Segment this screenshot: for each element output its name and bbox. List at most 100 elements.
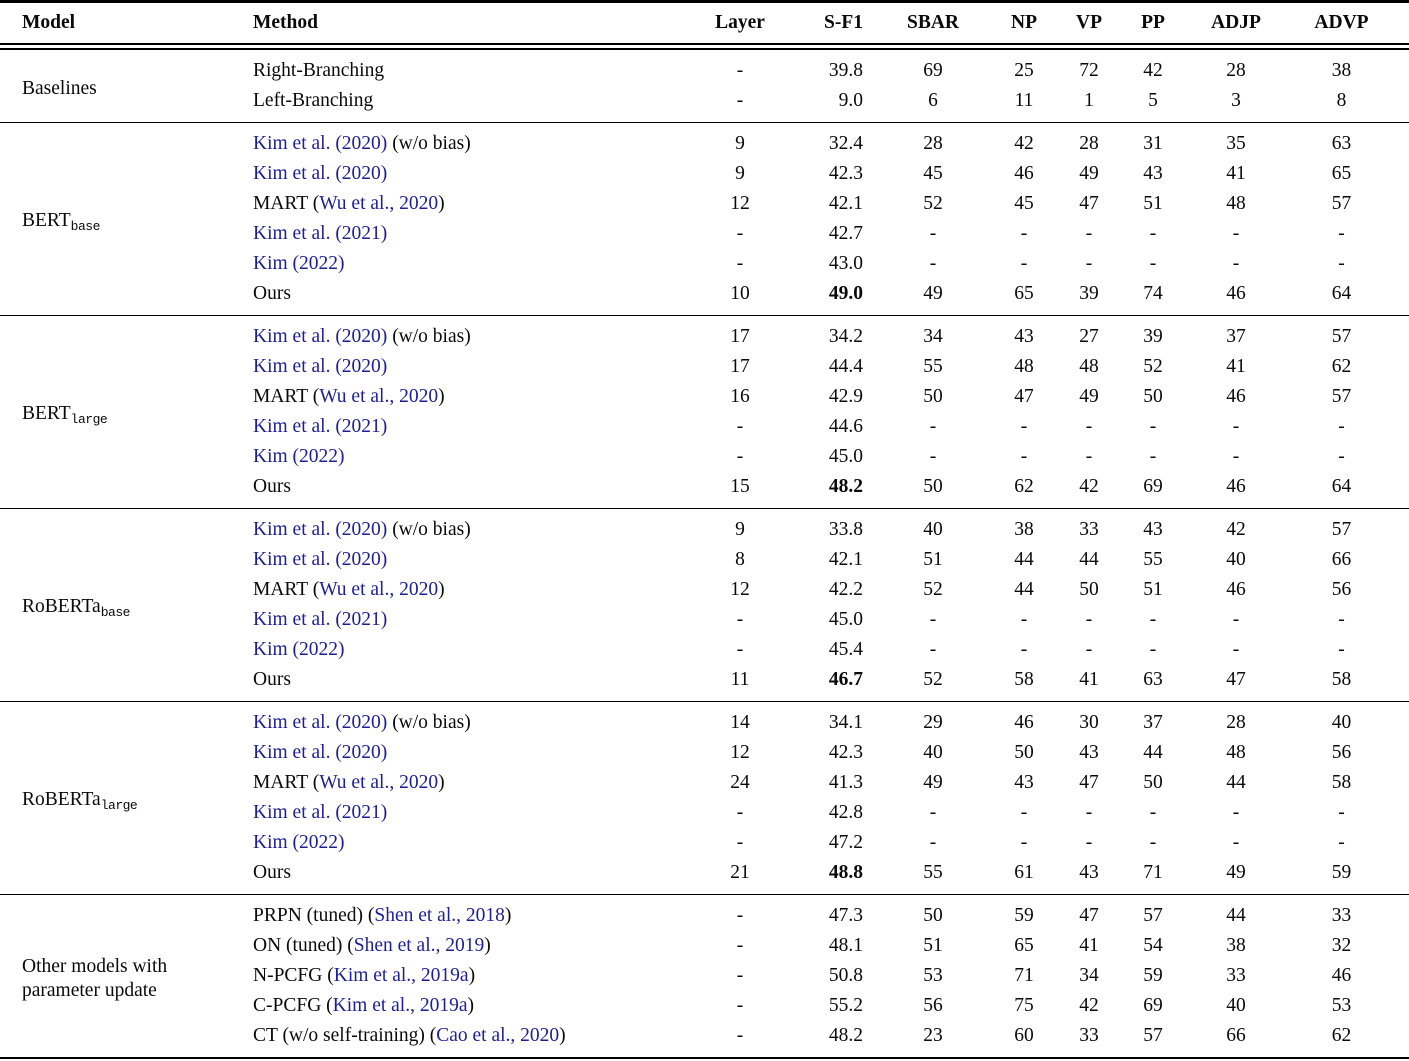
cell-vp: 49	[1079, 385, 1099, 407]
cell-np: 47	[1014, 385, 1034, 407]
cell-adjp: 40	[1226, 548, 1246, 570]
cell-s-f1: 41.3	[828, 771, 863, 793]
cell-np: -	[1020, 801, 1028, 823]
cell-layer: 17	[730, 355, 750, 377]
citation-link[interactable]: Cao et al., 2020	[436, 1024, 560, 1046]
cell-np: -	[1020, 415, 1028, 437]
table-row: BERTlarge Kim et al. (2020) (w/o bias) 17 3…	[0, 316, 1409, 427]
cell-pp: -	[1149, 608, 1157, 630]
citation-link[interactable]: Wu et al., 2020	[319, 771, 439, 793]
cell-advp: -	[1338, 222, 1345, 244]
citation-link[interactable]: Kim et al., 2019a	[332, 994, 468, 1016]
table-section: RoBERTabase Kim et al. (2020) (w/o bias) 9…	[0, 508, 1409, 702]
cell-advp: 40	[1331, 711, 1352, 733]
cell-adjp: 47	[1226, 668, 1246, 690]
method-label: Ours	[241, 858, 700, 895]
citation-link[interactable]: Kim (2022)	[253, 252, 345, 274]
citation-link[interactable]: Kim (2022)	[253, 445, 345, 467]
cell-vp: -	[1085, 222, 1093, 244]
cell-np: 71	[1014, 964, 1034, 986]
cell-sbar: -	[929, 801, 937, 823]
citation-link[interactable]: Kim et al. (2020)	[253, 711, 388, 733]
cell-s-f1: 43.0	[828, 252, 863, 274]
cell-advp: 56	[1331, 741, 1352, 763]
cell-np: 43	[1014, 771, 1034, 793]
column-header-np: NP	[1011, 11, 1037, 33]
citation-link[interactable]: Kim et al. (2021)	[253, 608, 388, 630]
cell-pp: -	[1149, 445, 1157, 467]
cell-s-f1: 42.3	[828, 162, 863, 184]
citation-link[interactable]: Kim et al. (2021)	[253, 222, 388, 244]
cell-adjp: 66	[1226, 1024, 1246, 1046]
method-label: CT (w/o self-training) (Cao et al., 2020…	[241, 1021, 700, 1061]
method-text: MART (	[253, 385, 320, 407]
cell-vp: 43	[1079, 861, 1099, 883]
table-row: Kim (2022) - 47.2 - - - - - -	[0, 828, 1409, 858]
table-row: Ours 15 48.2 50 62 42 69 46 64	[0, 472, 1409, 509]
citation-link[interactable]: Kim et al. (2020)	[253, 325, 388, 347]
citation-link[interactable]: Shen et al., 2019	[353, 934, 485, 956]
cell-layer: -	[736, 801, 744, 823]
cell-np: 45	[1014, 192, 1034, 214]
cell-pp: 71	[1143, 861, 1163, 883]
cell-advp: 58	[1331, 771, 1352, 793]
cell-advp: 62	[1331, 1024, 1352, 1046]
method-label: Left-Branching	[241, 86, 700, 123]
cell-advp: 58	[1331, 668, 1352, 690]
cell-advp: -	[1338, 831, 1345, 853]
cell-np: 11	[1014, 89, 1034, 111]
cell-adjp: 48	[1226, 192, 1246, 214]
cell-layer: 12	[730, 578, 750, 600]
citation-link[interactable]: Kim et al., 2019a	[333, 964, 469, 986]
cell-pp: 59	[1143, 964, 1163, 986]
cell-advp: 53	[1331, 994, 1352, 1016]
cell-sbar: 40	[923, 741, 943, 763]
model-label: BERTbase	[22, 209, 100, 234]
table-row: Kim (2022) - 45.4 - - - - - -	[0, 635, 1409, 665]
cell-pp: 57	[1143, 904, 1163, 926]
cell-advp: 63	[1331, 132, 1352, 154]
cell-adjp: -	[1232, 801, 1240, 823]
citation-link[interactable]: Wu et al., 2020	[319, 385, 439, 407]
citation-link[interactable]: Kim et al. (2020)	[253, 741, 388, 763]
method-text: C-PCFG (	[253, 994, 333, 1016]
cell-adjp: 28	[1226, 59, 1246, 81]
cell-pp: 51	[1143, 578, 1163, 600]
table-row: MART (Wu et al., 2020) 24 41.3 49 43 47 50 44 58	[0, 768, 1409, 798]
method-text: (w/o bias)	[387, 711, 471, 733]
citation-link[interactable]: Kim et al. (2020)	[253, 518, 388, 540]
cell-pp: 5	[1148, 89, 1158, 111]
cell-advp: 33	[1331, 904, 1352, 926]
cell-layer: -	[736, 222, 744, 244]
method-text: )	[504, 904, 512, 926]
cell-sbar: 52	[923, 192, 943, 214]
citation-link[interactable]: Shen et al., 2018	[374, 904, 505, 926]
cell-np: 48	[1014, 355, 1034, 377]
cell-s-f1: 34.2	[828, 325, 863, 347]
cell-pp: 44	[1143, 741, 1163, 763]
citation-link[interactable]: Kim et al. (2020)	[253, 355, 388, 377]
cell-s-f1: 48.1	[828, 934, 863, 956]
cell-pp: -	[1149, 831, 1157, 853]
citation-link[interactable]: Kim et al. (2021)	[253, 801, 388, 823]
citation-link[interactable]: Kim et al. (2020)	[253, 548, 388, 570]
cell-layer: 14	[730, 711, 750, 733]
citation-link[interactable]: Wu et al., 2020	[319, 192, 439, 214]
method-text: Right-Branching	[253, 59, 385, 81]
citation-link[interactable]: Kim et al. (2020)	[253, 162, 388, 184]
cell-advp: 64	[1331, 282, 1352, 304]
method-label: Kim (2022)	[241, 635, 700, 665]
citation-link[interactable]: Kim (2022)	[253, 638, 345, 660]
citation-link[interactable]: Kim et al. (2021)	[253, 415, 388, 437]
citation-link[interactable]: Kim et al. (2020)	[253, 132, 388, 154]
cell-layer: 12	[730, 192, 750, 214]
citation-link[interactable]: Kim (2022)	[253, 831, 345, 853]
table-row: Other models with parameter update PRPN (…	[0, 895, 1409, 1001]
citation-link[interactable]: Wu et al., 2020	[319, 578, 439, 600]
table-row: MART (Wu et al., 2020) 12 42.1 52 45 47 51 48 57	[0, 189, 1409, 219]
cell-sbar: -	[929, 415, 937, 437]
cell-sbar: 55	[923, 355, 943, 377]
cell-vp: 41	[1079, 668, 1099, 690]
method-label: ON (tuned) (Shen et al., 2019)	[241, 931, 700, 961]
cell-pp: 52	[1143, 355, 1163, 377]
